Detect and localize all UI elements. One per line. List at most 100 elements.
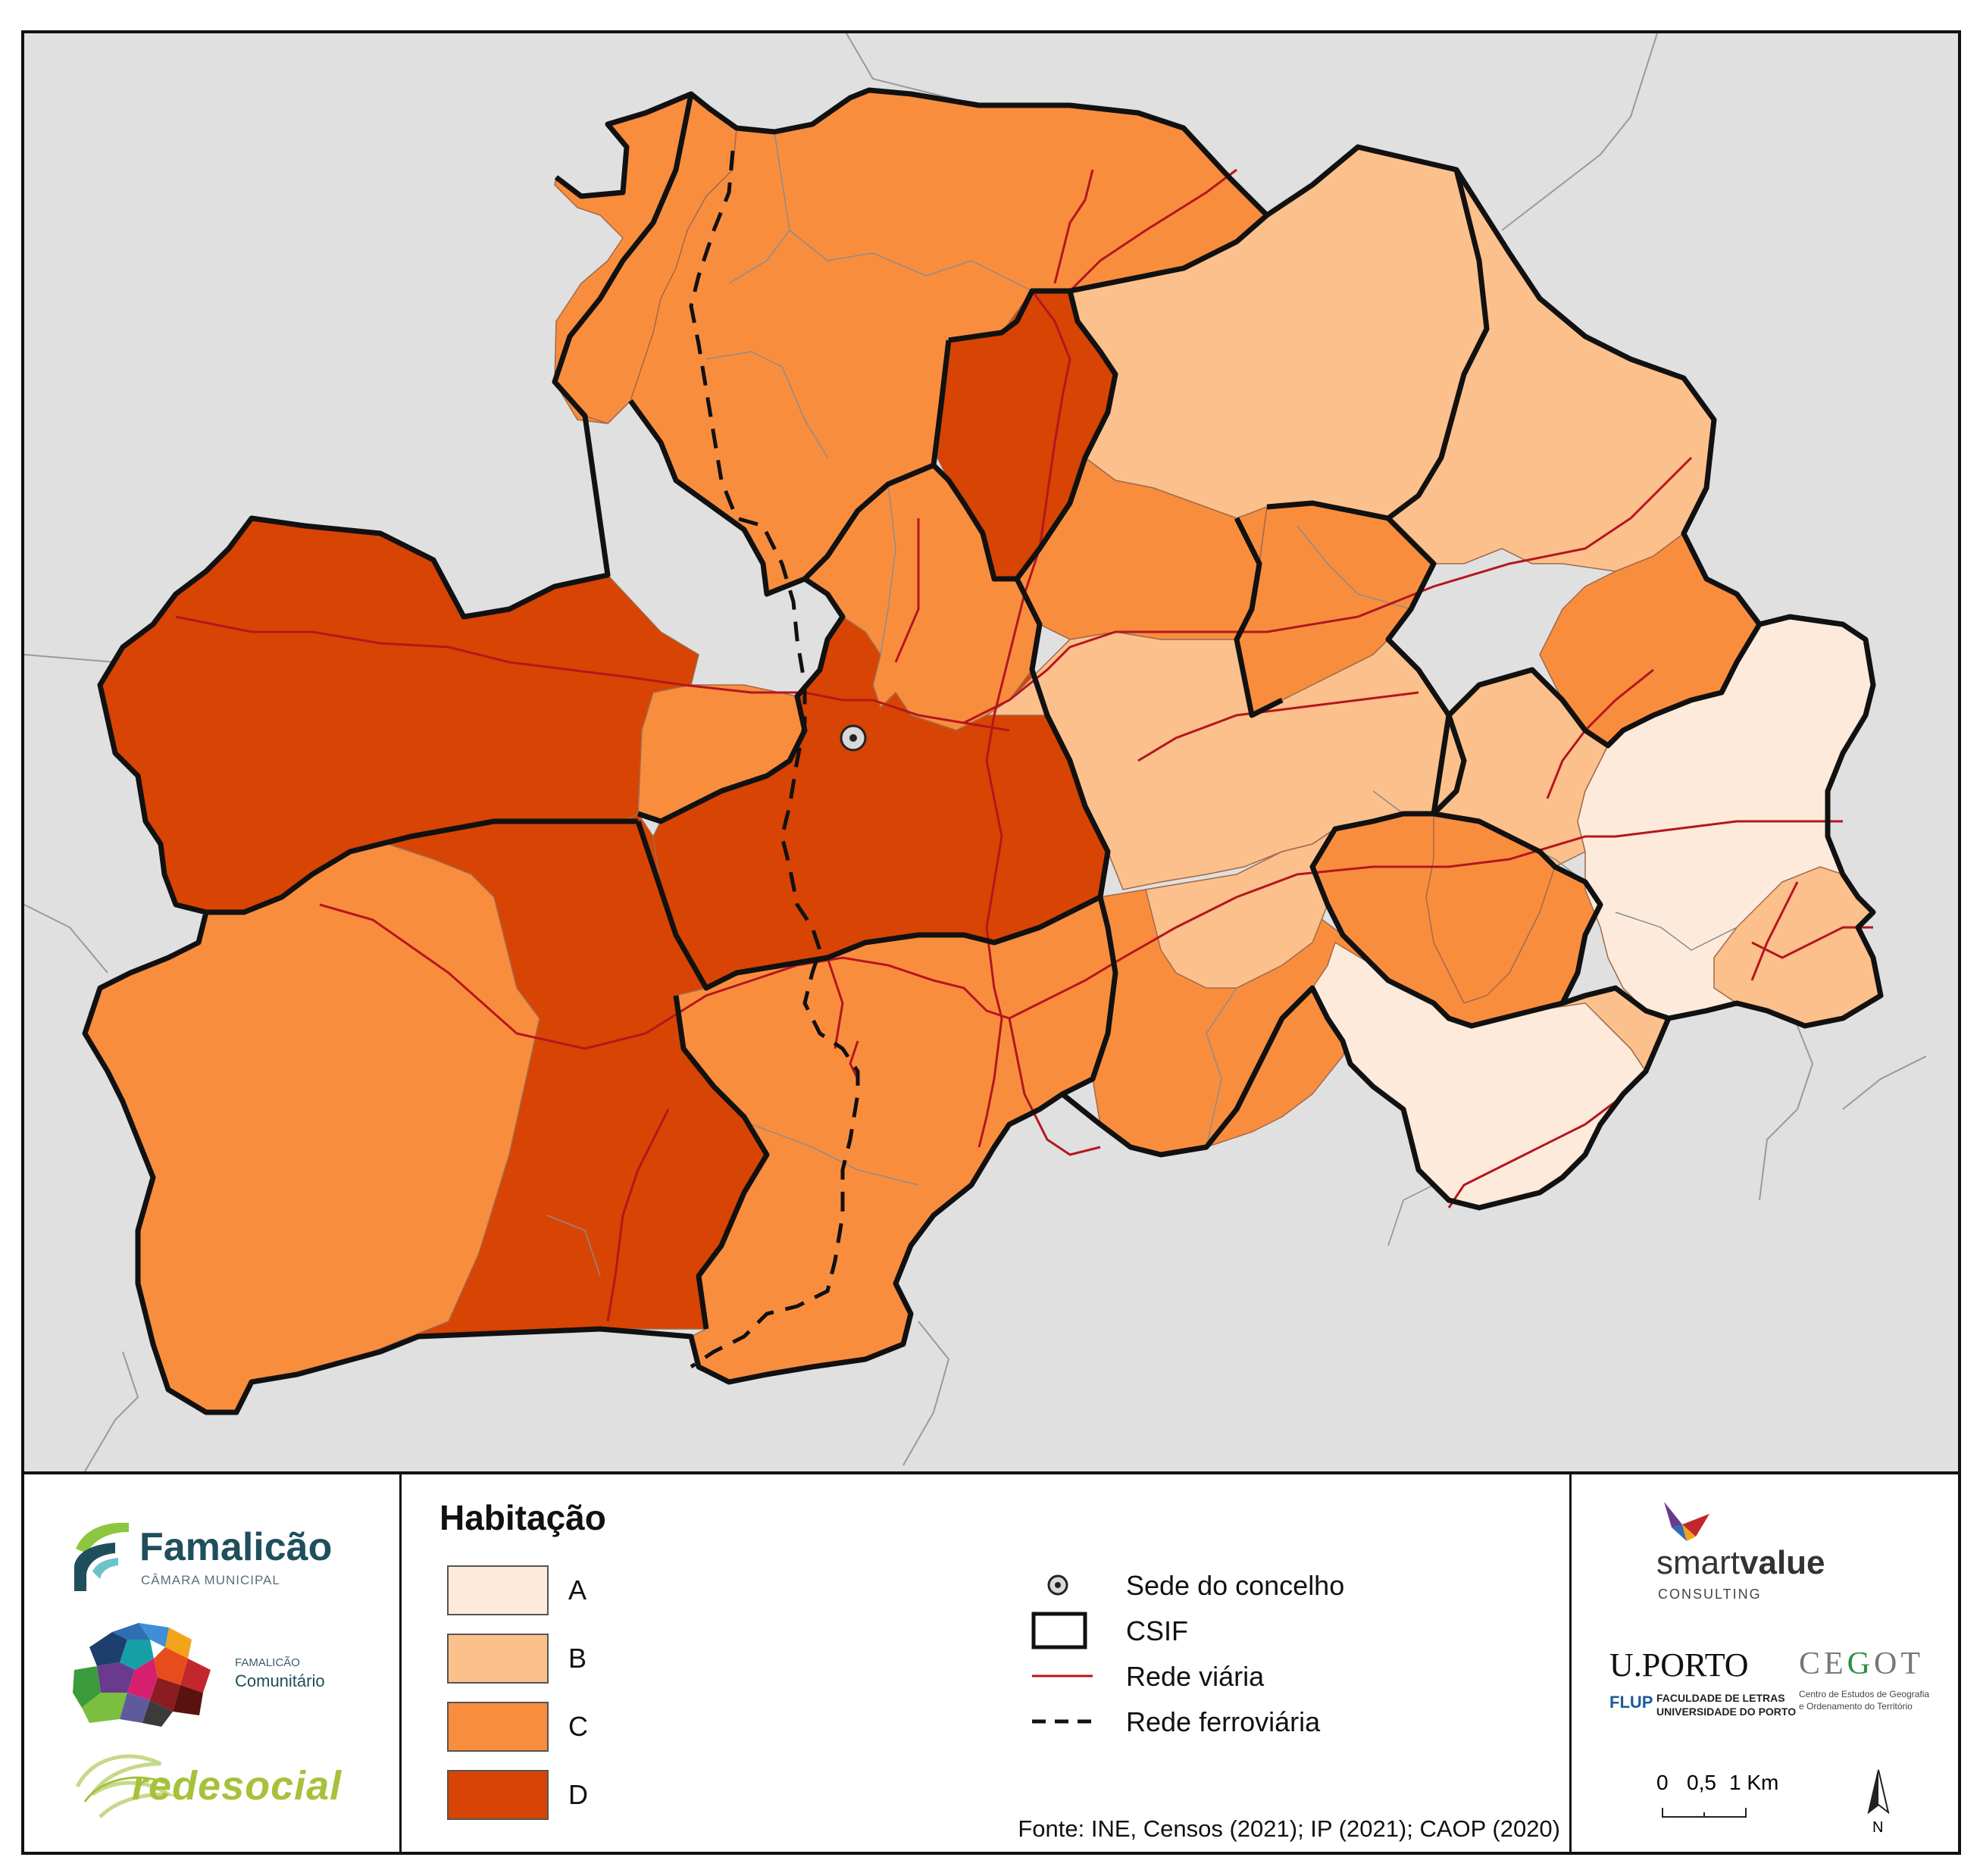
municipal-seat-marker[interactable] bbox=[840, 724, 867, 752]
source-note: Fonte: INE, Censos (2021); IP (2021); CA… bbox=[1018, 1815, 1560, 1842]
smartvalue-wordmark: smartvalue bbox=[1656, 1544, 1825, 1582]
road-j bbox=[606, 1108, 670, 1322]
road-g bbox=[1053, 169, 1094, 284]
csif-inner-5 bbox=[948, 288, 1070, 343]
csif-inner-7 bbox=[637, 577, 846, 824]
comunitario-small-label: FAMALICÃO bbox=[235, 1656, 300, 1669]
region-b-center-east-2 bbox=[1145, 828, 1336, 989]
redesocial-name: redesocial bbox=[132, 1763, 343, 1809]
choropleth-map bbox=[24, 33, 1958, 1471]
cegot-name-post: OT bbox=[1874, 1646, 1925, 1681]
legend-label-d: D bbox=[568, 1779, 588, 1810]
legend-swatch-b bbox=[447, 1634, 549, 1684]
cegot-subtitle-line1: Centro de Estudos de Geografia bbox=[1799, 1689, 1930, 1699]
legend-class-c: C bbox=[447, 1702, 750, 1755]
uporto-logo: U.PORTO FLUP FACULDADE DE LETRAS UNIVERS… bbox=[1609, 1646, 1799, 1729]
famalicao-subtitle: CÂMARA MUNICIPAL bbox=[141, 1573, 280, 1587]
cegot-name-pre: CE bbox=[1799, 1646, 1847, 1681]
famalicao-logo: Famalicão CÂMARA MUNICIPAL bbox=[70, 1518, 373, 1602]
famalicao-emblem-icon bbox=[74, 1522, 129, 1591]
uporto-name: U.PORTO bbox=[1609, 1646, 1749, 1684]
mosaic-map-icon bbox=[73, 1623, 211, 1727]
uporto-faculty-line1: FACULDADE DE LETRAS bbox=[1656, 1692, 1785, 1704]
csif-outer bbox=[82, 87, 1884, 1415]
road-network bbox=[175, 168, 1873, 1322]
road-c bbox=[319, 903, 1010, 1050]
scale-label-0: 0 bbox=[1656, 1771, 1669, 1794]
uporto-flup: FLUP bbox=[1609, 1693, 1653, 1712]
legend-class-d: D bbox=[447, 1770, 750, 1823]
smartvalue-smart: smart bbox=[1656, 1544, 1740, 1581]
scale-label-half: 0,5 bbox=[1687, 1771, 1716, 1794]
road-m bbox=[1750, 881, 1799, 981]
redesocial-logo: redesocial bbox=[70, 1741, 388, 1824]
road-a bbox=[175, 615, 1010, 732]
cegot-name: CEGOT bbox=[1799, 1646, 1924, 1682]
map-footer: Famalicão CÂMARA MUNICIPAL bbox=[24, 1471, 1958, 1852]
legend-rail-label: Rede ferroviária bbox=[1126, 1706, 1321, 1737]
legend-road-label: Rede viária bbox=[1126, 1661, 1265, 1692]
legend-class-a: A bbox=[447, 1565, 750, 1618]
road-n bbox=[1751, 926, 1873, 959]
cegot-name-g: G bbox=[1847, 1646, 1875, 1681]
legend-csif-row: CSIF bbox=[1031, 1609, 1523, 1652]
csif-inner-14 bbox=[1266, 500, 1389, 521]
csif-inner-8 bbox=[1014, 577, 1118, 1097]
legend-swatch-a bbox=[447, 1565, 549, 1615]
legend-swatch-d bbox=[447, 1770, 549, 1820]
csif-symbol-icon bbox=[1031, 1612, 1087, 1649]
road-f bbox=[1068, 168, 1237, 292]
road-symbol-icon bbox=[1032, 1674, 1093, 1677]
legend-panel: Habitação A B C D S bbox=[402, 1474, 1569, 1852]
csif-inner-1 bbox=[206, 818, 638, 915]
legend-label-c: C bbox=[568, 1711, 588, 1742]
partner-logos-panel: Famalicão CÂMARA MUNICIPAL bbox=[24, 1474, 402, 1852]
road-b bbox=[963, 456, 1693, 724]
scale-bar: 0 0,5 1 Km bbox=[1656, 1771, 1778, 1818]
csif-inner-13 bbox=[1371, 963, 1563, 1029]
road-i bbox=[826, 957, 844, 1049]
smartvalue-subtitle: CONSULTING bbox=[1658, 1587, 1762, 1602]
road-h bbox=[1008, 1018, 1101, 1156]
legend-csif-label: CSIF bbox=[1126, 1615, 1189, 1646]
road-k bbox=[849, 1040, 859, 1080]
cegot-logo: CEGOT Centro de Estudos de Geografia e O… bbox=[1799, 1646, 1950, 1729]
comunitario-label: Comunitário bbox=[235, 1671, 325, 1690]
map-area bbox=[24, 33, 1958, 1471]
rail-symbol-icon bbox=[1032, 1719, 1096, 1724]
uporto-faculty-line2: UNIVERSIDADE DO PORTO bbox=[1656, 1706, 1797, 1718]
smartvalue-mark-icon bbox=[1664, 1502, 1709, 1541]
cegot-subtitle: Centro de Estudos de Geografia e Ordenam… bbox=[1799, 1688, 1929, 1712]
cegot-subtitle-line2: e Ordenamento do Território bbox=[1799, 1701, 1913, 1712]
csif-inner-3 bbox=[673, 995, 770, 1330]
road-o bbox=[1137, 691, 1419, 762]
legend-title: Habitação bbox=[439, 1498, 606, 1537]
smartvalue-logo: smartvalue CONSULTING bbox=[1656, 1502, 1899, 1605]
csif-inner-12 bbox=[1431, 623, 1763, 814]
seat-symbol-icon bbox=[1047, 1574, 1068, 1596]
legend-label-b: B bbox=[568, 1643, 587, 1674]
csif-inner-11 bbox=[1433, 811, 1670, 1021]
map-frame: Famalicão CÂMARA MUNICIPAL bbox=[21, 30, 1961, 1855]
legend-rail-row: Rede ferroviária bbox=[1031, 1700, 1523, 1743]
smartvalue-value: value bbox=[1740, 1544, 1825, 1581]
famalicao-comunitario-logo: FAMALICÃO Comunitário bbox=[67, 1617, 385, 1731]
north-arrow-icon: N bbox=[1867, 1769, 1890, 1835]
legend-swatch-c bbox=[447, 1702, 549, 1752]
scale-label-1km: 1 Km bbox=[1729, 1771, 1778, 1794]
csif-inner-9 bbox=[1069, 213, 1269, 294]
csif-inner-10 bbox=[1309, 169, 1490, 968]
legend-road-row: Rede viária bbox=[1031, 1655, 1523, 1697]
legend-seat-label: Sede do concelho bbox=[1126, 1570, 1345, 1601]
legend-seat-row: Sede do concelho bbox=[1031, 1564, 1523, 1606]
famalicao-name: Famalicão bbox=[139, 1525, 333, 1569]
csif-inner-15 bbox=[1234, 517, 1284, 718]
road-d bbox=[1009, 820, 1843, 1020]
legend-label-a: A bbox=[568, 1574, 587, 1606]
csif-inner-2 bbox=[635, 820, 1102, 991]
railway bbox=[689, 150, 860, 1369]
road-e bbox=[977, 290, 1071, 1148]
credits-panel: smartvalue CONSULTING U.PORTO FLUP FACUL… bbox=[1569, 1474, 1958, 1852]
redesocial-swirl-icon bbox=[75, 1754, 175, 1818]
road-p bbox=[894, 518, 920, 663]
